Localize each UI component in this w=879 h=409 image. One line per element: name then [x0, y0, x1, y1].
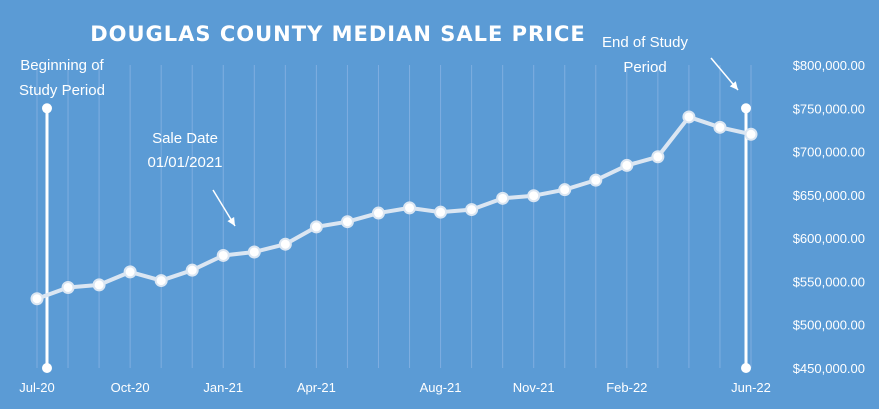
x-tick-labels: Jul-20 Oct-20 Jan-21 Apr-21 Aug-21 Nov-21 Feb-…: [19, 380, 771, 395]
study-period-dot-bottom-start: [42, 363, 52, 373]
data-point-Sep-21: [465, 203, 479, 217]
grid-lines: [36, 65, 752, 368]
y-tick-450000: $450,000.00: [793, 361, 865, 376]
data-point-Mar-22: [651, 150, 665, 164]
annotation-arrows: [212, 57, 739, 227]
study-period-dot-top-end: [741, 103, 751, 114]
annotation-end-line1: End of Study: [602, 34, 688, 51]
x-tick-Aug-21: Aug-21: [420, 380, 462, 395]
arrow-sale-date-head: [227, 217, 235, 226]
data-point-Feb-21: [247, 245, 261, 259]
data-point-Jun-21: [371, 206, 385, 220]
x-tick-Oct-20: Oct-20: [111, 380, 150, 395]
data-point-Dec-20: [185, 263, 199, 277]
study-period-dot-bottom-end: [741, 363, 751, 373]
annotation-beginning-line1: Beginning of: [20, 57, 104, 74]
data-point-Oct-20: [123, 265, 137, 279]
x-tick-Jun-22: Jun-22: [731, 380, 771, 395]
annotation-sale-date-line1: Sale Date: [152, 130, 218, 147]
data-point-Sep-20: [92, 278, 106, 292]
x-tick-Apr-21: Apr-21: [297, 380, 336, 395]
data-point-Dec-21: [558, 183, 572, 197]
y-tick-750000: $750,000.00: [793, 101, 865, 116]
data-point-May-22: [713, 120, 727, 134]
data-point-Jul-20: [30, 292, 44, 306]
data-point-Jan-22: [589, 173, 603, 187]
annotation-end-line2: Period: [623, 59, 666, 76]
data-point-Jul-21: [403, 201, 417, 215]
data-point-Aug-20: [61, 280, 75, 294]
y-tick-500000: $500,000.00: [793, 318, 865, 333]
series-line: [30, 110, 758, 306]
data-point-Oct-21: [496, 191, 510, 205]
y-tick-650000: $650,000.00: [793, 188, 865, 203]
x-tick-Jan-21: Jan-21: [203, 380, 243, 395]
y-tick-700000: $700,000.00: [793, 145, 865, 160]
y-tick-600000: $600,000.00: [793, 231, 865, 246]
study-period-markers: [42, 103, 751, 373]
series-polyline: [36, 114, 752, 301]
data-point-Jun-22: [744, 127, 758, 141]
annotation-sale-date-line2: 01/01/2021: [147, 154, 222, 171]
arrow-end-head: [729, 81, 738, 90]
x-tick-Feb-22: Feb-22: [606, 380, 647, 395]
chart-title: DOUGLAS COUNTY MEDIAN SALE PRICE: [90, 22, 586, 46]
data-point-Apr-21: [309, 220, 323, 234]
annotation-beginning-line2: Study Period: [19, 82, 105, 99]
data-point-Jan-21: [216, 248, 230, 262]
y-tick-550000: $550,000.00: [793, 274, 865, 289]
x-tick-Nov-21: Nov-21: [513, 380, 555, 395]
y-tick-labels: $800,000.00 $750,000.00 $700,000.00 $650,00…: [793, 58, 865, 376]
data-point-Mar-21: [278, 237, 292, 251]
data-point-Apr-22: [682, 110, 696, 124]
data-point-Aug-21: [434, 205, 448, 219]
study-period-dot-top-start: [42, 103, 52, 114]
data-point-Feb-22: [620, 158, 634, 172]
data-point-Nov-21: [527, 189, 541, 203]
data-point-Nov-20: [154, 274, 168, 288]
data-point-May-21: [340, 215, 354, 229]
x-tick-Jul-20: Jul-20: [19, 380, 54, 395]
y-tick-800000: $800,000.00: [793, 58, 865, 73]
